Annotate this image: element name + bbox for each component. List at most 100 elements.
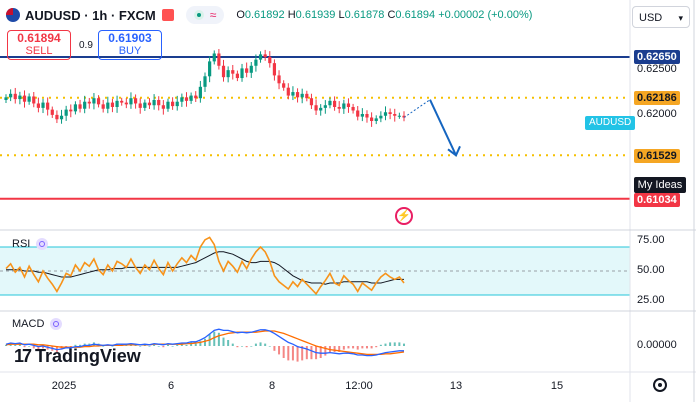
macd-histogram-bar [14,344,17,346]
macd-histogram-bar [236,346,239,348]
macd-line [5,328,404,357]
sell-label: SELL [25,45,53,57]
sell-button[interactable]: 0.61894 SELL [7,30,71,60]
candle-body [175,101,179,107]
candle-body [50,109,54,115]
low-value: 0.61878 [344,9,385,21]
buy-button[interactable]: 0.61903 BUY [98,30,162,60]
macd-histogram-bar [241,346,244,347]
macd-histogram-bar [204,338,206,346]
settings-gear-icon[interactable] [653,378,667,392]
candle-body [157,99,161,106]
macd-histogram-bar [259,342,262,346]
candle-body [203,76,207,87]
candle-body [254,59,258,66]
rsi-tick: 50.00 [637,264,665,276]
macd-histogram-bar [384,343,387,346]
candle-body [286,87,290,96]
forecast-arrow-head [447,145,461,157]
candle-body [305,93,309,99]
macd-histogram-bar [319,346,322,358]
candle-body [365,114,369,118]
candle-body [295,92,300,98]
candle-body [319,107,323,111]
my-ideas-button[interactable]: My Ideas [634,177,686,193]
symbol-title[interactable]: AUDUSD · 1h · FXCM [25,7,156,23]
logo-text: TradingView [35,346,141,366]
candle-body [69,109,73,112]
time-tick: 13 [449,380,463,392]
macd-histogram-bar [185,344,188,346]
symbol-last-price-tag: AUDUSD [585,116,636,130]
candle-body [4,97,8,100]
macd-histogram-bar [324,346,327,356]
macd-histogram-bar [375,346,378,348]
macd-histogram-bar [162,346,165,348]
time-tick: 12:00 [345,380,373,392]
status-pill[interactable]: ≈ [185,6,225,24]
macd-histogram-bar [32,346,35,349]
high-value: 0.61939 [295,9,336,21]
candle-body [171,101,175,107]
macd-histogram-bar [111,346,114,347]
indicator-settings-icon[interactable] [50,318,63,330]
candle-body [291,92,295,96]
macd-histogram-bar [5,344,7,346]
macd-histogram-bar [227,340,230,346]
candle-body [9,93,13,98]
macd-histogram-bar [287,346,290,361]
candle-body [397,115,401,117]
forecast-connector [403,99,431,118]
time-tick: 6 [167,380,175,392]
time-tick: 15 [550,380,564,392]
candle-body [59,115,64,120]
indicator-settings-icon[interactable] [36,238,49,250]
macd-histogram-bar [333,346,336,352]
macd-histogram-bar [361,346,364,349]
macd-histogram-bar [176,344,179,346]
candle-body [346,103,351,107]
time-tick: 2025 [51,380,77,392]
candle-body [342,103,346,109]
candle-body [240,68,244,79]
rsi-title: RSI [12,238,49,250]
macd-histogram-bar [199,341,202,346]
candle-body [374,118,378,122]
buy-label: BUY [118,45,142,57]
macd-histogram-bar [398,342,401,346]
candle-body [166,101,170,109]
candle-body [231,70,235,74]
rsi-pane [0,236,630,296]
price-tick: 0.62000 [637,108,677,120]
macd-histogram-bar [403,343,405,346]
macd-histogram-bar [296,346,299,362]
rsi-tick: 75.00 [637,234,665,246]
macd-histogram-bar [153,344,156,346]
rsi-label[interactable]: RSI [12,238,31,250]
macd-histogram-bar [291,346,294,361]
forecast-arrow [403,99,461,157]
rsi-ma-line [6,251,404,285]
macd-histogram-bar [74,344,77,346]
approx-icon: ≈ [209,8,217,22]
open-value: 0.61892 [244,9,285,21]
candle-body [388,112,392,114]
resistance-price-tag: 0.62650 [634,50,680,64]
candle-body [282,83,286,88]
macd-histogram-bar [273,346,276,351]
macd-histogram-bar [23,346,26,348]
currency-button[interactable]: USD ▾ [632,6,690,28]
macd-label[interactable]: MACD [12,318,45,330]
candle-body [184,97,189,101]
macd-histogram-bar [389,342,392,346]
macd-histogram-bar [365,346,368,349]
candle-body [73,104,78,112]
candle-body [83,101,87,109]
candle-body [46,102,50,110]
candle-body [268,57,272,64]
lightning-icon[interactable]: ⚡ [395,207,413,225]
candle-body [27,96,31,102]
candle-body [393,114,397,116]
candle-body [332,100,337,107]
